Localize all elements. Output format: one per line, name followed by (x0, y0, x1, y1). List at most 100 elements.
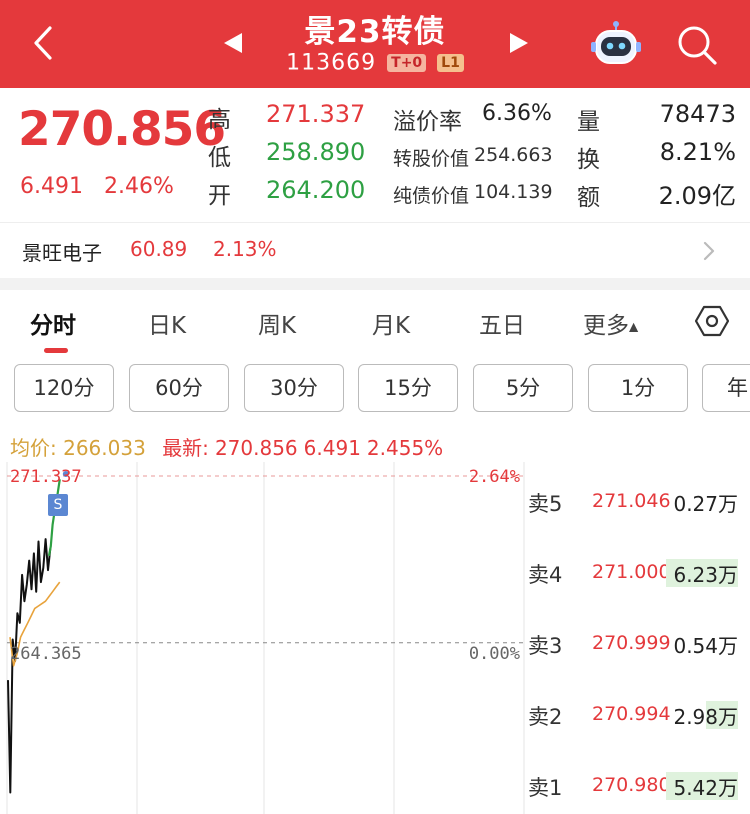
ask-label: 卖4 (528, 563, 563, 587)
price-line-rising (47, 479, 61, 557)
open-value: 264.200 (266, 176, 366, 204)
amount-label: 额 (577, 185, 600, 211)
security-title: 景23转债 (304, 14, 446, 50)
tab-monthly-k[interactable]: 月K (372, 313, 411, 339)
top-bar: 景23转债 113669 T+0 L1 (0, 0, 750, 88)
latest-price: 270.856 (214, 436, 298, 460)
ask-price: 270.994 (592, 703, 671, 725)
bond-value-label: 纯债价值 (393, 185, 470, 207)
back-arrow-icon[interactable] (22, 20, 68, 66)
ask-price: 271.046 (592, 490, 671, 512)
ask-volume-bar (666, 559, 738, 587)
ask-row-2: 卖2 270.994 2.98万 (526, 695, 750, 735)
latest-change-pct: 2.455% (366, 436, 444, 460)
ask-row-1: 卖1 270.980 5.42万 (526, 766, 750, 806)
intraday-chart-svg (6, 462, 525, 814)
tab-more[interactable]: 更多▲ (583, 306, 638, 340)
ask-row-5: 卖5 271.046 0.27万 (526, 482, 750, 522)
period-selector: 120分 60分 30分 15分 5分 1分 年 (0, 364, 750, 414)
y-base-label: 264.365 (10, 644, 82, 664)
ask-label: 卖1 (528, 776, 563, 800)
avg-price: 266.033 (63, 436, 146, 460)
latest-point-dot (62, 471, 69, 477)
underlying-change-pct: 2.13% (213, 237, 277, 261)
period-30min[interactable]: 30分 (244, 364, 344, 412)
quote-panel: 270.856 6.491 2.46% 高 271.337 低 258.890 … (0, 88, 750, 222)
tab-more-label: 更多 (583, 313, 629, 339)
period-1min[interactable]: 1分 (588, 364, 688, 412)
ask-volume: 0.27万 (673, 492, 738, 516)
tag-l1: L1 (437, 54, 464, 72)
robot-assistant-icon[interactable] (590, 20, 642, 68)
volume-value: 78473 (659, 100, 736, 128)
y-top-label: 271.337 (10, 467, 82, 487)
low-label: 低 (208, 145, 231, 171)
chart-settings-icon[interactable] (695, 304, 729, 338)
latest-label: 最新: (162, 436, 209, 460)
low-value: 258.890 (266, 138, 366, 166)
ask-label: 卖5 (528, 492, 563, 516)
security-code: 113669 (286, 50, 377, 76)
price-change-pct: 2.46% (103, 174, 174, 199)
ask-label: 卖2 (528, 705, 563, 729)
amount-value: 2.09亿 (658, 182, 736, 210)
period-60min[interactable]: 60分 (129, 364, 229, 412)
ask-volume: 5.42万 (673, 776, 738, 800)
caret-up-icon: ▲ (629, 319, 639, 334)
underlying-stock-row[interactable]: 景旺电子 60.89 2.13% (0, 222, 750, 278)
chart-info-line: 均价: 266.033 最新: 270.856 6.491 2.455% (10, 432, 443, 461)
bond-value: 104.139 (474, 181, 553, 203)
tab-intraday[interactable]: 分时 (30, 313, 76, 339)
ask-row-4: 卖4 271.000 6.23万 (526, 553, 750, 593)
ask-volume-bar (666, 772, 738, 800)
price-change: 6.491 (20, 174, 83, 199)
avg-price-line (9, 581, 61, 667)
avg-label: 均价: (10, 436, 57, 460)
y-base-pct: 0.00% (468, 644, 520, 664)
tab-weekly-k[interactable]: 周K (258, 313, 297, 339)
ask-price: 270.999 (592, 632, 671, 654)
period-120min[interactable]: 120分 (14, 364, 114, 412)
ask-volume: 2.98万 (673, 705, 738, 729)
ask-volume: 0.54万 (673, 634, 738, 658)
latest-change: 6.491 (303, 436, 361, 460)
period-5min[interactable]: 5分 (473, 364, 573, 412)
ask-volume-bar (706, 701, 738, 729)
price-change-row: 6.491 2.46% (20, 174, 188, 199)
ask-row-3: 卖3 270.999 0.54万 (526, 624, 750, 664)
premium-label: 溢价率 (393, 109, 462, 135)
volume-label: 量 (577, 109, 600, 135)
chevron-right-icon (703, 241, 715, 261)
chart-tabs: 分时 日K 周K 月K 五日 更多▲ (0, 290, 750, 356)
open-label: 开 (208, 183, 231, 209)
tab-daily-k[interactable]: 日K (148, 313, 187, 339)
tag-t0: T+0 (387, 54, 427, 72)
premium-value: 6.36% (482, 101, 552, 126)
turnover-label: 换 (577, 147, 600, 173)
sell-signal-marker[interactable]: S (48, 494, 68, 516)
ask-price: 271.000 (592, 561, 671, 583)
ask-volume: 6.23万 (673, 563, 738, 587)
prev-security-icon[interactable] (220, 30, 246, 56)
conv-value: 254.663 (474, 144, 553, 166)
underlying-price: 60.89 (130, 237, 188, 261)
high-value: 271.337 (266, 100, 366, 128)
high-label: 高 (208, 107, 231, 133)
ask-price: 270.980 (592, 774, 671, 796)
section-divider (0, 278, 750, 290)
intraday-chart[interactable]: 271.337 2.64% 264.365 0.00% (0, 462, 526, 814)
conv-value-label: 转股价值 (393, 148, 470, 170)
active-tab-indicator (44, 348, 68, 353)
tab-five-day[interactable]: 五日 (479, 313, 525, 339)
next-security-icon[interactable] (506, 30, 532, 56)
underlying-name: 景旺电子 (22, 241, 102, 265)
period-15min[interactable]: 15分 (358, 364, 458, 412)
search-icon[interactable] (675, 23, 719, 67)
y-top-pct: 2.64% (468, 467, 520, 487)
turnover-value: 8.21% (659, 138, 736, 166)
period-year[interactable]: 年 (702, 364, 750, 412)
security-code-line: 113669 T+0 L1 (0, 50, 750, 76)
last-price: 270.856 (18, 102, 226, 157)
ask-label: 卖3 (528, 634, 563, 658)
order-book: 卖5 271.046 0.27万 卖4 271.000 6.23万 卖3 270… (526, 462, 750, 814)
